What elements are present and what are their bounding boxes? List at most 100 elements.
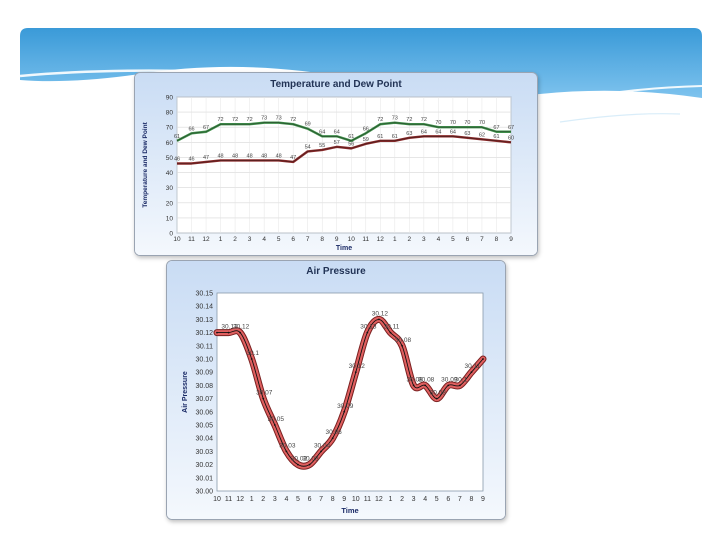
y-tick-label: 40	[166, 170, 174, 177]
data-label: 30.05	[268, 416, 285, 423]
data-label: 67	[203, 125, 209, 131]
data-label: 70	[479, 120, 485, 126]
x-tick-label: 12	[202, 236, 210, 243]
temperature-chart: Temperature and Dew Point 0 10 20 30 40 50 60 70…	[134, 72, 538, 256]
data-label: 30.11	[384, 324, 400, 331]
x-tick-label: 8	[495, 236, 499, 243]
y-tick-label: 30.10	[195, 357, 213, 364]
pressure-point	[308, 463, 311, 466]
data-label: 30.1	[455, 376, 468, 383]
y-tick-label: 30.02	[195, 462, 213, 469]
data-label: 30.06	[326, 429, 343, 436]
pressure-point	[250, 358, 253, 360]
pressure-point	[458, 384, 461, 387]
pressure-point	[262, 397, 265, 400]
data-label: 48	[232, 153, 238, 159]
x-tick-label: 6	[291, 236, 295, 243]
data-label: 70	[435, 120, 441, 126]
x-tick-label: 3	[248, 236, 252, 243]
data-label: 63	[464, 131, 470, 137]
x-tick-label: 10	[348, 236, 356, 243]
x-tick-label: 1	[250, 496, 254, 503]
pressure-point	[239, 331, 242, 334]
x-tick-label: 1	[219, 236, 223, 243]
data-label: 64	[450, 129, 456, 135]
y-tick-label: 0	[169, 231, 173, 238]
x-tick-label: 11	[362, 236, 369, 243]
data-label: 48	[247, 153, 253, 159]
data-label: 61	[392, 134, 398, 140]
x-tick-label: 8	[320, 236, 324, 243]
data-label: 66	[363, 126, 369, 132]
x-tick-label: 2	[400, 496, 404, 503]
y-axis-label: Temperature and Dew Point	[142, 121, 149, 207]
pressure-point	[412, 384, 415, 387]
x-tick-label: 9	[481, 496, 485, 503]
y-tick-label: 30.06	[195, 409, 213, 416]
series-outline	[176, 122, 511, 142]
y-tick-label: 90	[166, 95, 174, 102]
data-label: 73	[392, 116, 398, 122]
x-tick-label: 1	[393, 236, 397, 243]
x-tick-label: 4	[437, 236, 441, 243]
y-tick-label: 30.12	[195, 330, 213, 337]
x-tick-label: 9	[335, 236, 339, 243]
data-label: 47	[290, 155, 296, 161]
pressure-point	[216, 331, 218, 334]
y-tick-label: 30.05	[195, 423, 213, 430]
data-label: 64	[421, 129, 427, 135]
x-tick-label: 6	[446, 496, 450, 503]
data-label: 30.08	[406, 376, 423, 383]
x-tick-label: 4	[262, 236, 266, 243]
x-tick-label: 4	[284, 496, 288, 503]
pressure-point	[401, 344, 403, 347]
y-tick-label: 30	[166, 185, 174, 192]
x-tick-label: 11	[364, 496, 371, 503]
y-tick-label: 30.04	[195, 436, 213, 443]
data-label: 30.08	[430, 390, 447, 397]
data-label: 61	[493, 134, 499, 140]
data-label: 64	[319, 129, 325, 135]
x-tick-label: 6	[308, 496, 312, 503]
x-tick-label: 12	[375, 496, 383, 503]
data-label: 59	[363, 137, 369, 143]
data-label: 30.03	[279, 442, 296, 449]
x-tick-label: 7	[458, 496, 462, 503]
data-label: 72	[377, 117, 383, 123]
data-label: 48	[276, 153, 282, 159]
y-tick-label: 30.08	[195, 383, 213, 390]
y-tick-label: 60	[166, 140, 174, 147]
pressure-point	[366, 331, 369, 334]
y-tick-label: 30.07	[195, 396, 213, 403]
y-axis-label: Air Pressure	[182, 371, 189, 413]
x-tick-label: 9	[342, 496, 346, 503]
data-label: 46	[174, 156, 180, 162]
pressure-point	[470, 371, 473, 374]
data-label: 62	[479, 132, 485, 138]
pressure-point	[331, 437, 334, 440]
pressure-point	[273, 424, 276, 426]
x-tick-label: 5	[435, 496, 439, 503]
y-tick-label: 30.00	[195, 489, 213, 496]
data-label: 67	[508, 125, 514, 131]
data-label: 73	[261, 116, 267, 122]
x-axis-label: Time	[336, 245, 352, 252]
pressure-line	[217, 318, 484, 467]
pressure-point	[482, 358, 484, 360]
data-label: 72	[290, 117, 296, 123]
data-label: 30.12	[233, 324, 250, 331]
data-label: 30.13	[360, 324, 377, 331]
data-label: 70	[450, 120, 456, 126]
pressure-point	[343, 410, 346, 413]
y-tick-label: 30.14	[195, 304, 213, 311]
x-tick-label: 3	[422, 236, 426, 243]
pressure-point	[297, 463, 299, 466]
pressure-point	[378, 318, 380, 321]
data-label: 64	[334, 129, 340, 135]
x-tick-label: 8	[469, 496, 473, 503]
data-label: 30.08	[395, 337, 412, 344]
x-tick-label: 5	[296, 496, 300, 503]
x-tick-label: 11	[225, 496, 232, 503]
data-label: 30.09	[441, 376, 458, 383]
x-tick-label: 5	[451, 236, 455, 243]
